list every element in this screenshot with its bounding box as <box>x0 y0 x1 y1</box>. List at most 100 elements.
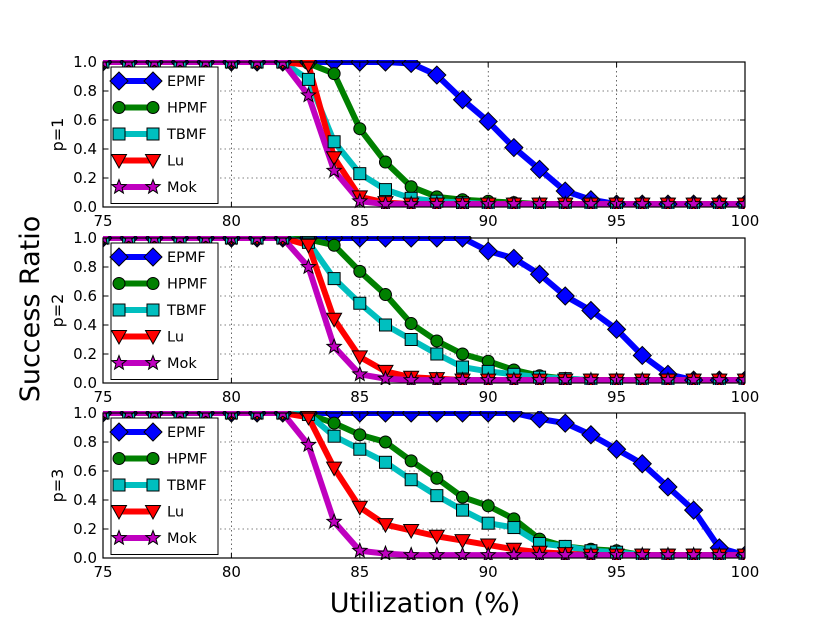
data-point-epmf <box>401 411 421 423</box>
data-point-epmf <box>452 411 473 423</box>
data-point-epmf <box>529 264 550 284</box>
data-point-hpmf <box>430 471 444 485</box>
y-tick-label: 0.2 <box>73 520 97 538</box>
data-point-epmf <box>401 60 421 74</box>
x-tick-label: 75 <box>93 212 112 230</box>
data-point-tbmf <box>353 296 367 310</box>
y-tick-label: 0.2 <box>73 345 97 363</box>
legend-marker <box>146 452 160 465</box>
panel-3: 75 80 85 90 95 100 0.0 0.2 0.4 0.6 0.8 1.0 p=3 EPMF HP… <box>48 404 759 581</box>
x-axis-label: Utilization (%) <box>330 588 521 619</box>
data-point-lu <box>325 461 343 477</box>
data-point-mok <box>736 546 745 560</box>
y-tick-label: 0.6 <box>73 287 97 305</box>
data-point-lu <box>300 411 317 426</box>
x-tick-label: 90 <box>479 563 498 581</box>
legend-marker <box>112 478 126 492</box>
data-point-mok <box>377 544 394 560</box>
data-point-tbmf <box>507 521 521 535</box>
legend-marker <box>143 422 163 442</box>
data-point-epmf <box>375 411 396 423</box>
legend-label: EPMF <box>167 250 206 266</box>
data-point-epmf <box>427 411 447 423</box>
data-point-mok <box>299 86 317 103</box>
y-tick-label: 0.4 <box>73 316 97 334</box>
data-point-lu <box>428 529 446 545</box>
x-tick-label: 100 <box>731 563 760 581</box>
data-point-epmf <box>683 500 704 520</box>
x-tick-label: 85 <box>350 563 369 581</box>
data-point-hpmf <box>327 238 341 252</box>
y-tick-label: 1.0 <box>73 53 97 71</box>
legend-label: HPMF <box>167 452 208 468</box>
legend-marker <box>144 154 162 170</box>
data-point-lu <box>377 518 394 534</box>
legend-marker <box>144 529 162 546</box>
legend-label: Lu <box>167 505 184 521</box>
legend-label: Lu <box>167 154 184 170</box>
legend-marker <box>110 330 128 346</box>
legend-marker <box>110 154 128 170</box>
y-tick-label: 1.0 <box>73 229 97 247</box>
data-point-hpmf <box>353 264 367 278</box>
data-point-epmf <box>478 241 498 261</box>
y-tick-label: 0.6 <box>73 462 97 480</box>
data-point-epmf <box>555 413 575 433</box>
data-point-tbmf <box>327 272 341 286</box>
data-point-lu <box>325 312 343 328</box>
legend-label: EPMF <box>167 425 206 441</box>
legend-label: Mok <box>167 356 197 372</box>
data-point-tbmf <box>353 442 367 456</box>
axes-frame <box>102 412 746 559</box>
legend-marker <box>109 71 129 91</box>
data-point-lu <box>351 350 369 366</box>
legend-label: TBMF <box>166 127 207 143</box>
data-point-tbmf <box>327 135 341 149</box>
data-point-hpmf <box>378 435 392 449</box>
x-tick-label: 95 <box>607 388 626 406</box>
legend-marker <box>143 247 163 267</box>
legend-marker <box>110 505 128 521</box>
legend-marker <box>146 101 160 114</box>
data-point-epmf <box>452 236 473 248</box>
data-point-mok <box>325 337 343 354</box>
y-tick-label: 0.0 <box>73 549 97 567</box>
axes-frame <box>102 237 746 384</box>
data-point-epmf <box>427 65 447 85</box>
data-point-epmf <box>529 411 550 429</box>
x-tick-label: 75 <box>93 563 112 581</box>
data-point-tbmf <box>353 167 367 181</box>
data-point-epmf <box>581 425 601 445</box>
legend-marker <box>112 277 126 290</box>
legend: EPMF HPMF TBMF Lu Mok <box>109 417 219 555</box>
data-point-epmf <box>658 477 678 497</box>
data-point-mok <box>736 195 745 209</box>
legend-marker <box>144 505 162 521</box>
y-tick-label: 0.6 <box>73 111 97 129</box>
y-tick-label: 0.8 <box>73 433 97 451</box>
legend: EPMF HPMF TBMF Lu Mok <box>109 66 219 204</box>
data-point-lu <box>300 60 316 74</box>
y-tick-label: 1.0 <box>73 404 97 422</box>
data-point-epmf <box>452 89 473 110</box>
x-tick-label: 75 <box>93 388 112 406</box>
y-tick-label: 0.8 <box>73 258 97 276</box>
data-point-lu <box>351 500 369 516</box>
data-point-hpmf <box>430 334 444 348</box>
data-point-lu <box>325 151 343 167</box>
data-point-lu <box>300 238 317 254</box>
y-tick-label: 0.4 <box>73 491 97 509</box>
data-point-lu <box>402 523 420 539</box>
data-point-epmf <box>504 248 524 269</box>
legend-label: TBMF <box>166 303 207 319</box>
x-tick-label: 80 <box>222 388 241 406</box>
data-point-epmf <box>478 111 498 132</box>
legend-marker <box>112 101 126 114</box>
data-point-tbmf <box>378 455 392 469</box>
legend-marker <box>112 127 126 141</box>
legend-label: Mok <box>167 531 197 547</box>
data-point-hpmf <box>378 155 392 169</box>
data-point-epmf <box>581 300 601 321</box>
data-point-tbmf <box>378 318 392 332</box>
